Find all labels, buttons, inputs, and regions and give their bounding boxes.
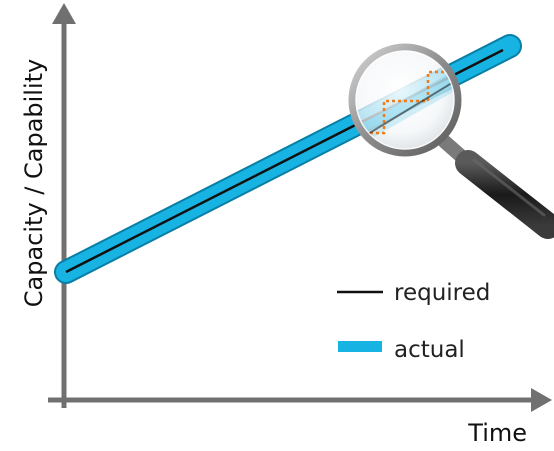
- magnified-stepped-path: [358, 70, 456, 135]
- magnifier-handle: [438, 135, 554, 239]
- y-axis-label: Capacity / Capability: [20, 59, 48, 307]
- legend-label-actual: actual: [394, 337, 465, 363]
- legend-item-actual: actual: [338, 337, 465, 363]
- y-axis-arrowhead: [52, 3, 76, 24]
- magnifier-rim: [348, 43, 462, 157]
- legend: required actual: [337, 280, 490, 363]
- legend-swatch-actual: [338, 341, 382, 352]
- axes: [48, 3, 552, 412]
- legend-label-required: required: [394, 280, 490, 306]
- legend-item-required: required: [337, 280, 490, 306]
- magnifying-glass-icon: [348, 43, 554, 239]
- x-axis-label: Time: [467, 419, 527, 447]
- x-axis-arrowhead: [531, 388, 552, 412]
